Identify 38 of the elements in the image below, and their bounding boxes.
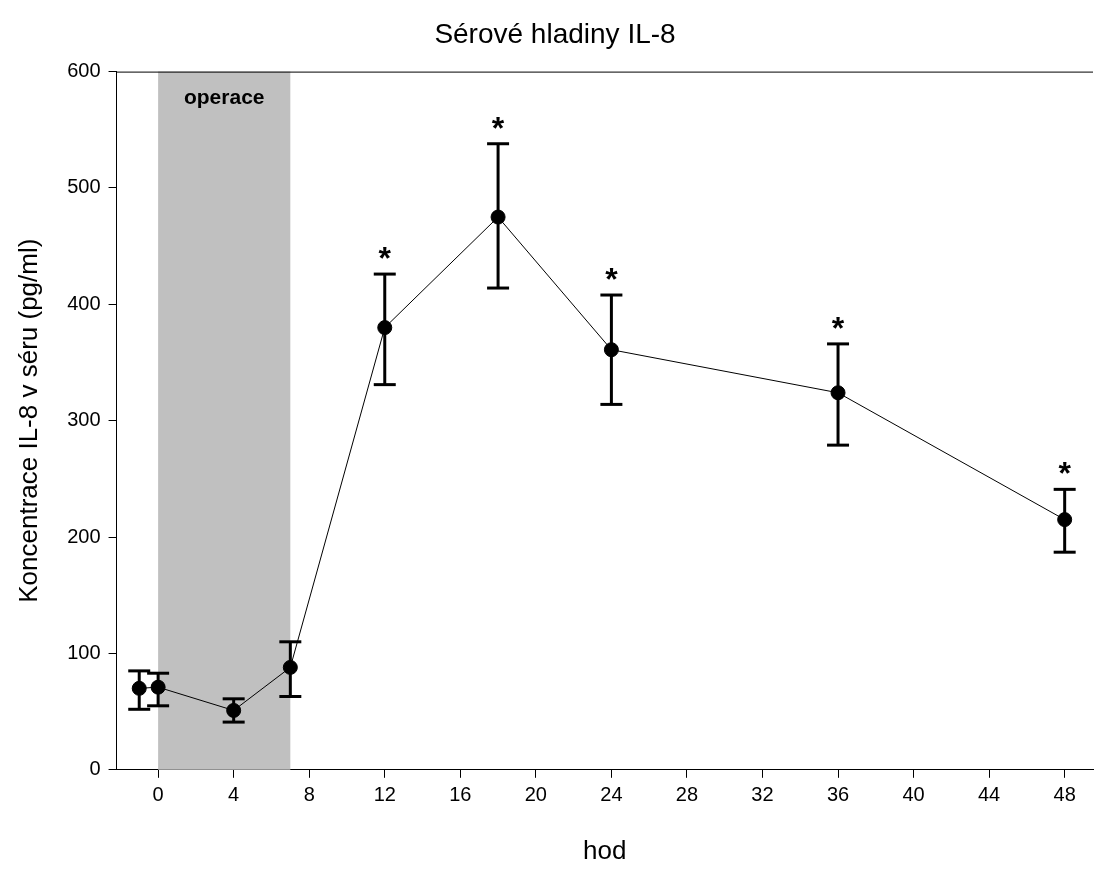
y-tick-label: 400 bbox=[67, 291, 101, 314]
x-tick-label: 16 bbox=[449, 783, 472, 806]
annotation: * bbox=[605, 260, 619, 297]
y-tick-label: 100 bbox=[67, 640, 101, 663]
x-axis-title: hod bbox=[583, 834, 627, 865]
y-tick-label: 600 bbox=[67, 59, 101, 82]
y-tick-label: 200 bbox=[67, 524, 101, 547]
x-tick-label: 20 bbox=[524, 783, 547, 806]
x-tick-label: 0 bbox=[152, 783, 164, 806]
point bbox=[131, 680, 147, 696]
annotation: * bbox=[491, 109, 505, 146]
y-tick-label: 500 bbox=[67, 175, 101, 198]
x-tick-label: 32 bbox=[751, 783, 774, 806]
x-tick-label: 48 bbox=[1053, 783, 1076, 806]
annotation: * bbox=[1058, 455, 1072, 492]
point bbox=[282, 659, 298, 675]
point bbox=[603, 342, 619, 358]
y-tick-label: 300 bbox=[67, 408, 101, 431]
annotation: * bbox=[831, 309, 845, 346]
x-tick-label: 36 bbox=[826, 783, 850, 806]
y-tick-label: 0 bbox=[89, 757, 101, 780]
point bbox=[226, 702, 242, 718]
y-axis-title: Koncentrace IL-8 v séru (pg/ml) bbox=[12, 238, 43, 603]
point bbox=[830, 385, 846, 401]
x-tick-label: 4 bbox=[228, 783, 240, 806]
point bbox=[150, 679, 166, 695]
x-tick-label: 40 bbox=[902, 783, 925, 806]
x-tick-label: 44 bbox=[978, 783, 1001, 806]
annotation: * bbox=[378, 239, 392, 276]
x-tick-label: 8 bbox=[303, 783, 315, 806]
band-label: operace bbox=[183, 84, 265, 108]
x-tick-label: 24 bbox=[600, 783, 623, 806]
x-tick-label: 12 bbox=[373, 783, 396, 806]
chart-title: Sérové hladiny IL-8 bbox=[434, 17, 676, 49]
point bbox=[490, 209, 506, 225]
point bbox=[377, 320, 393, 336]
point bbox=[1057, 512, 1073, 528]
x-tick-label: 28 bbox=[675, 783, 699, 806]
